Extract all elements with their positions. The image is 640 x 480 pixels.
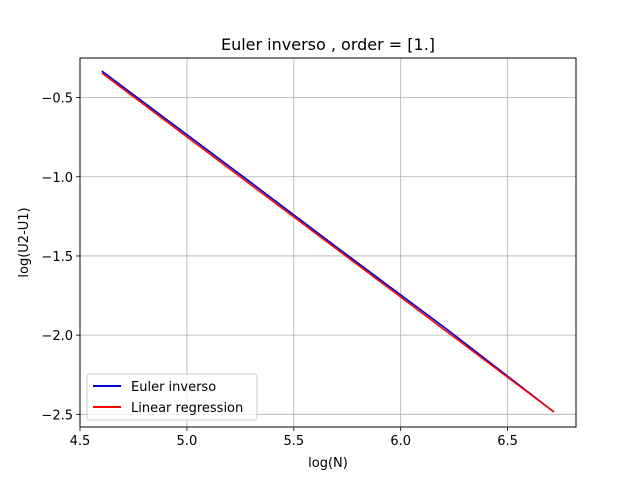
y-tick-label: −0.5 [41, 92, 73, 107]
y-tick-label: −2.0 [41, 329, 73, 344]
y-axis-label: log(U2-U1) [17, 207, 32, 277]
x-tick-label: 5.0 [177, 434, 198, 449]
legend-label-euler-inverso: Euler inverso [131, 380, 216, 395]
legend-box [86, 373, 258, 421]
series-line-euler-inverso [101, 70, 555, 413]
y-tick-label: −1.0 [41, 171, 73, 186]
legend: Euler inverso Linear regression [86, 373, 258, 421]
y-tick-label: −2.5 [41, 408, 73, 423]
x-axis-label: log(N) [308, 456, 348, 471]
x-tick-label: 4.5 [70, 434, 91, 449]
y-axis-ticks: −0.5 −1.0 −1.5 −2.0 −2.5 [41, 92, 80, 423]
grid [79, 58, 576, 427]
x-tick-label: 6.0 [390, 434, 411, 449]
legend-label-linear-regression: Linear regression [131, 401, 243, 416]
chart-title: Euler inverso , order = [1.] [221, 35, 435, 54]
x-axis-ticks: 4.5 5.0 5.5 6.0 6.5 [70, 427, 518, 449]
series-lines [101, 70, 555, 413]
plot-frame [79, 57, 577, 428]
x-tick-label: 5.5 [283, 434, 304, 449]
y-tick-label: −1.5 [41, 250, 73, 265]
plot-area [79, 57, 577, 428]
x-tick-label: 6.5 [497, 434, 518, 449]
series-line-linear-regression [101, 72, 555, 413]
